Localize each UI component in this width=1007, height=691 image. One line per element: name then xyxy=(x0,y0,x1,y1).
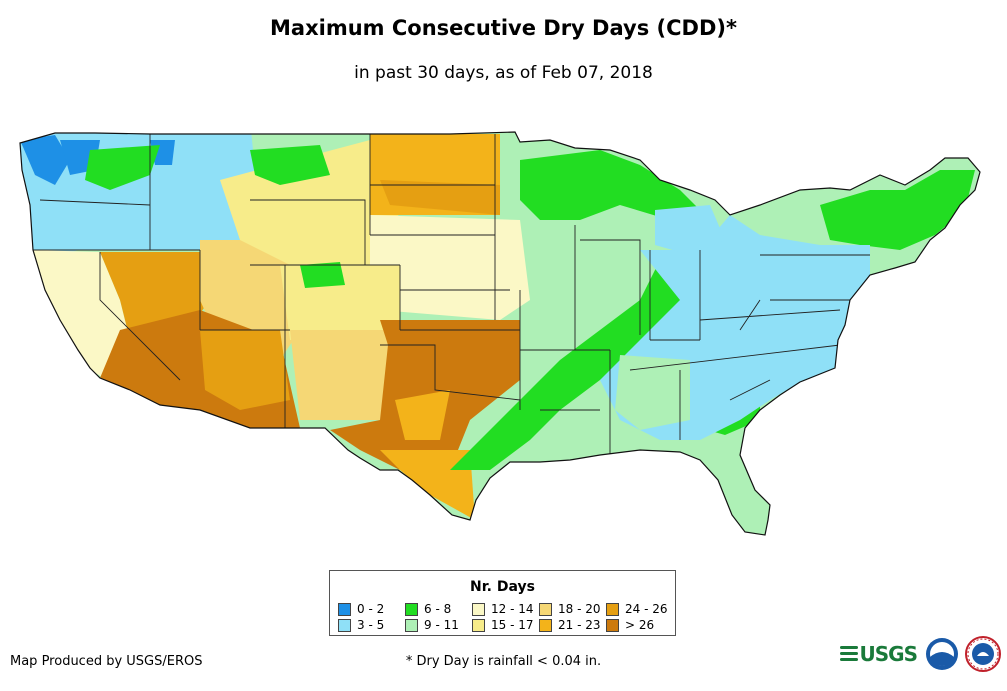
legend-label: 15 - 17 xyxy=(491,618,534,632)
legend-item: 6 - 8 xyxy=(405,602,451,616)
legend-swatch xyxy=(539,618,552,632)
legend-label: 6 - 8 xyxy=(424,602,452,616)
legend-item: 18 - 20 xyxy=(539,602,601,616)
legend-label: > 26 xyxy=(625,618,655,632)
map-title: Maximum Consecutive Dry Days (CDD)* xyxy=(270,16,737,40)
legend-label: 24 - 26 xyxy=(625,602,668,616)
legend-item: 9 - 11 xyxy=(405,618,459,632)
legend-item: 3 - 5 xyxy=(338,618,384,632)
legend-label: 21 - 23 xyxy=(558,618,601,632)
usgs-logo-text: USGS xyxy=(859,642,918,666)
legend-item: > 26 xyxy=(606,618,654,632)
legend-item: 0 - 2 xyxy=(338,602,384,616)
state-boundaries xyxy=(30,134,870,460)
noaa-logo-icon xyxy=(926,638,958,670)
legend-swatch xyxy=(338,602,351,616)
legend-item: 15 - 17 xyxy=(472,618,534,632)
legend-item: 24 - 26 xyxy=(606,602,668,616)
usgs-wave-icon xyxy=(839,644,858,664)
legend-label: 0 - 2 xyxy=(357,602,385,616)
legend-swatch xyxy=(472,602,485,616)
logos: USGS xyxy=(839,636,1001,672)
legend-swatch xyxy=(606,602,619,616)
usgs-logo: USGS xyxy=(839,642,918,666)
footnote-text: * Dry Day is rainfall < 0.04 in. xyxy=(405,654,602,669)
cdd-fill xyxy=(20,132,980,535)
legend-label: 18 - 20 xyxy=(558,602,601,616)
legend-swatch xyxy=(472,618,485,632)
legend-label: 12 - 14 xyxy=(491,602,534,616)
legend-label: 9 - 11 xyxy=(424,618,459,632)
legend-item: 21 - 23 xyxy=(539,618,601,632)
nws-logo-icon xyxy=(965,636,1001,672)
credit-text: Map Produced by USGS/EROS xyxy=(10,654,203,669)
legend-swatch xyxy=(338,618,351,632)
legend-swatch xyxy=(405,618,418,632)
legend-swatch xyxy=(405,602,418,616)
map-subtitle: in past 30 days, as of Feb 07, 2018 xyxy=(354,63,653,83)
legend-item: 12 - 14 xyxy=(472,602,534,616)
legend-title: Nr. Days xyxy=(470,579,535,595)
legend-swatch xyxy=(606,618,619,632)
legend: Nr. Days 0 - 2 3 - 5 6 - 8 9 - 11 12 - 14 15 … xyxy=(329,570,676,636)
legend-swatch xyxy=(539,602,552,616)
legend-label: 3 - 5 xyxy=(357,618,385,632)
